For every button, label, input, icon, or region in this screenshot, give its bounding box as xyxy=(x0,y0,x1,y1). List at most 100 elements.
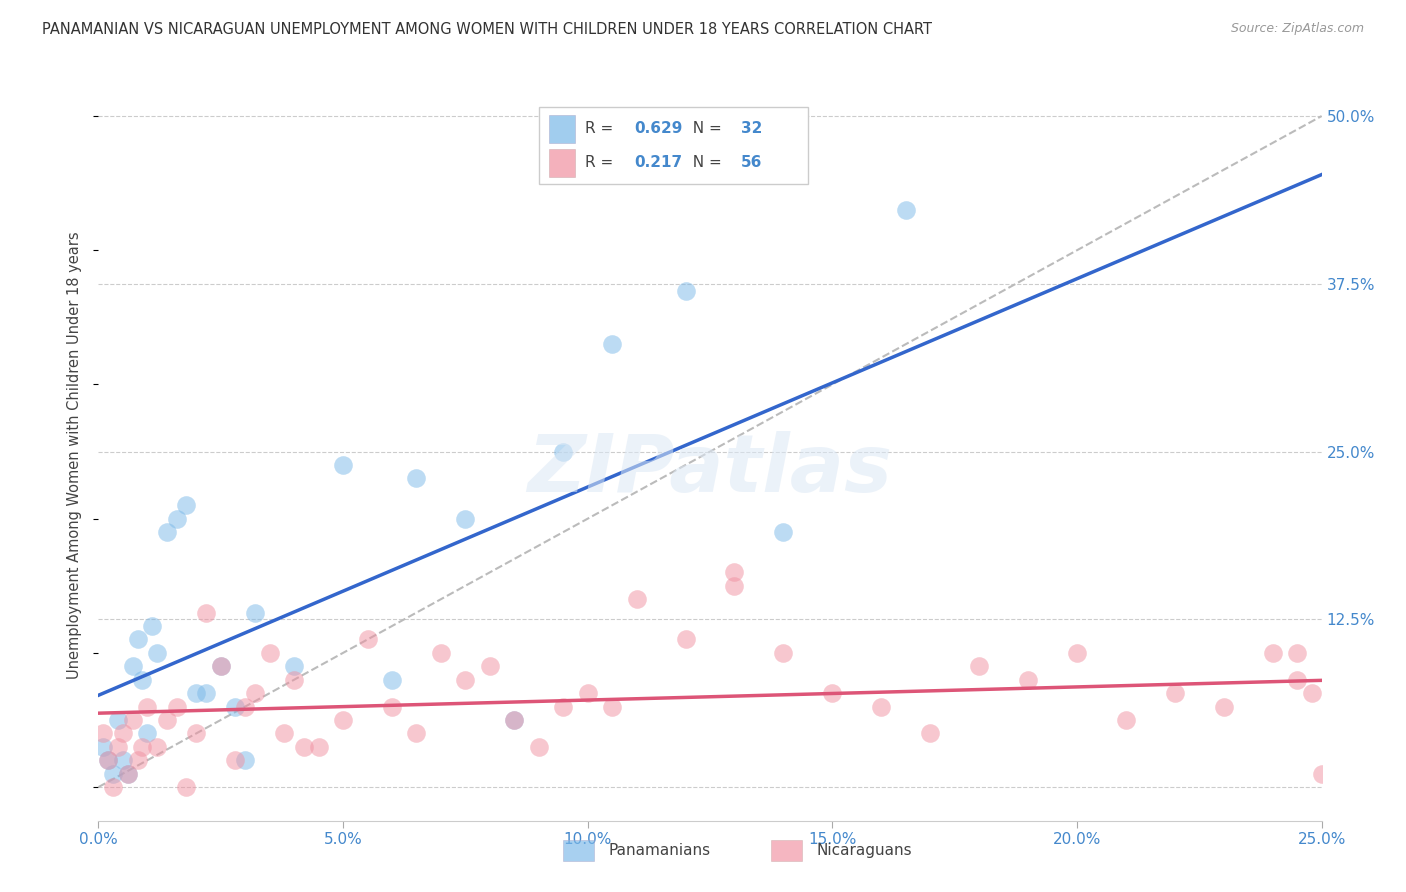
Point xyxy=(1261,646,1284,660)
Point xyxy=(381,699,404,714)
Point xyxy=(141,619,163,633)
Point xyxy=(967,659,990,673)
Point xyxy=(209,659,232,673)
Point xyxy=(273,726,295,740)
Point xyxy=(675,632,697,647)
Text: 0.217: 0.217 xyxy=(634,155,682,170)
Point xyxy=(920,726,942,740)
Point xyxy=(1066,646,1088,660)
Point xyxy=(626,592,648,607)
Point xyxy=(101,780,124,794)
Point xyxy=(91,726,114,740)
Point xyxy=(117,766,139,780)
Point xyxy=(127,753,149,767)
Text: Panamanians: Panamanians xyxy=(609,843,710,858)
Point xyxy=(166,699,188,714)
Bar xyxy=(548,149,575,177)
Point xyxy=(1301,686,1323,700)
Point xyxy=(600,337,623,351)
Point xyxy=(503,713,526,727)
Bar xyxy=(564,840,593,861)
Point xyxy=(454,511,477,525)
Point xyxy=(405,726,427,740)
Point xyxy=(166,511,188,525)
Point xyxy=(127,632,149,647)
Point xyxy=(121,713,143,727)
Point xyxy=(156,713,179,727)
Text: 32: 32 xyxy=(741,121,762,136)
Text: ZIPatlas: ZIPatlas xyxy=(527,431,893,508)
Point xyxy=(1164,686,1187,700)
Point xyxy=(97,753,120,767)
Y-axis label: Unemployment Among Women with Children Under 18 years: Unemployment Among Women with Children U… xyxy=(67,231,83,679)
Point xyxy=(195,606,218,620)
Point xyxy=(131,673,153,687)
Point xyxy=(111,753,134,767)
Point xyxy=(356,632,378,647)
Point xyxy=(1286,673,1309,687)
Point xyxy=(332,713,354,727)
Point xyxy=(107,739,129,754)
Point xyxy=(131,739,153,754)
Point xyxy=(723,579,745,593)
Point xyxy=(553,444,575,458)
Point xyxy=(894,202,917,217)
Bar xyxy=(772,840,801,861)
Point xyxy=(209,659,232,673)
Point xyxy=(283,659,305,673)
Point xyxy=(243,606,266,620)
Point xyxy=(675,284,697,298)
FancyBboxPatch shape xyxy=(538,108,808,185)
Point xyxy=(224,753,246,767)
Point xyxy=(101,766,124,780)
Point xyxy=(176,780,198,794)
Text: R =: R = xyxy=(585,155,619,170)
Point xyxy=(283,673,305,687)
Point xyxy=(156,525,179,540)
Point xyxy=(553,699,575,714)
Text: 0.629: 0.629 xyxy=(634,121,682,136)
Point xyxy=(233,753,256,767)
Point xyxy=(1212,699,1234,714)
Point xyxy=(821,686,844,700)
Bar xyxy=(548,115,575,143)
Point xyxy=(332,458,354,472)
Point xyxy=(233,699,256,714)
Point xyxy=(478,659,501,673)
Point xyxy=(772,646,794,660)
Point xyxy=(243,686,266,700)
Text: Nicaraguans: Nicaraguans xyxy=(817,843,912,858)
Point xyxy=(1286,646,1309,660)
Point xyxy=(772,525,794,540)
Point xyxy=(292,739,315,754)
Point xyxy=(111,726,134,740)
Point xyxy=(146,739,169,754)
Point xyxy=(146,646,169,660)
Point xyxy=(259,646,281,660)
Point xyxy=(405,471,427,485)
Point xyxy=(503,713,526,727)
Text: Source: ZipAtlas.com: Source: ZipAtlas.com xyxy=(1230,22,1364,36)
Text: R =: R = xyxy=(585,121,619,136)
Point xyxy=(176,498,198,512)
Point xyxy=(1017,673,1039,687)
Point xyxy=(121,659,143,673)
Point xyxy=(224,699,246,714)
Point xyxy=(600,699,623,714)
Point xyxy=(186,686,208,700)
Point xyxy=(308,739,330,754)
Point xyxy=(381,673,404,687)
Point xyxy=(136,726,159,740)
Point xyxy=(870,699,893,714)
Point xyxy=(97,753,120,767)
Text: N =: N = xyxy=(683,155,727,170)
Point xyxy=(723,566,745,580)
Point xyxy=(136,699,159,714)
Point xyxy=(107,713,129,727)
Text: N =: N = xyxy=(683,121,727,136)
Point xyxy=(117,766,139,780)
Point xyxy=(430,646,453,660)
Point xyxy=(454,673,477,687)
Point xyxy=(1310,766,1333,780)
Point xyxy=(195,686,218,700)
